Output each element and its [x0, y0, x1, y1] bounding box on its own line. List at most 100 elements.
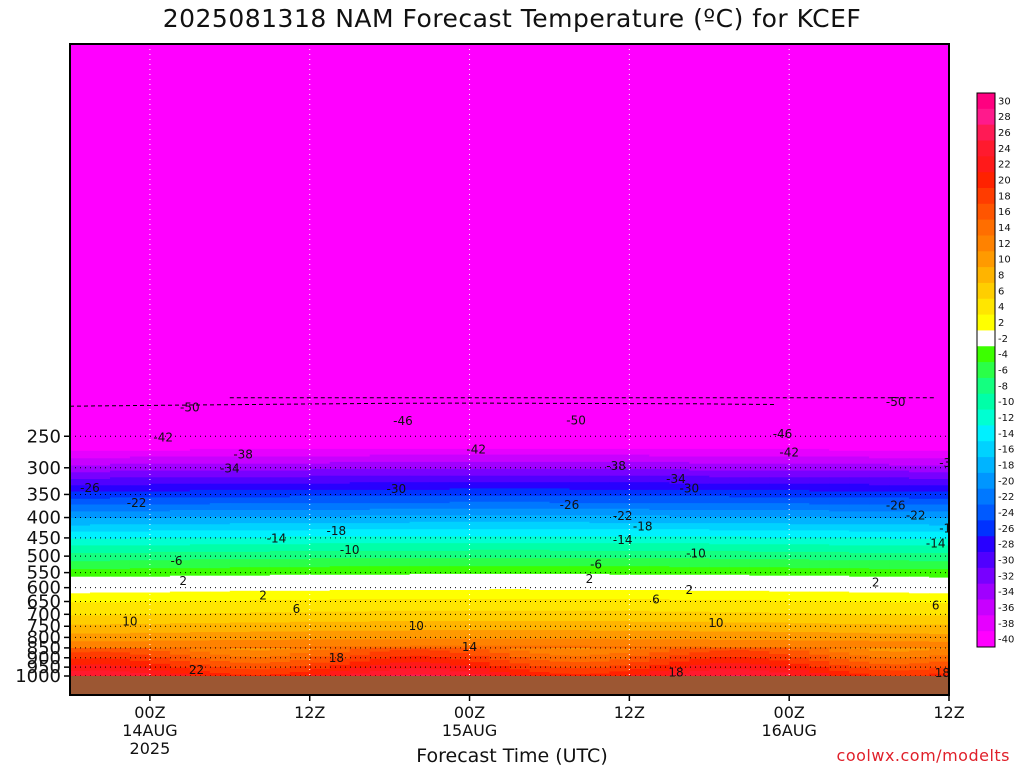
temperature-band-cell	[209, 520, 231, 523]
temperature-band-cell	[229, 557, 251, 559]
temperature-band-cell	[429, 516, 451, 519]
temperature-band-cell	[589, 505, 610, 508]
temperature-band-cell	[809, 474, 830, 477]
temperature-band-cell	[149, 483, 171, 486]
temperature-band-cell	[889, 468, 910, 472]
temperature-band-cell	[229, 460, 251, 463]
temperature-band-cell	[749, 521, 770, 524]
temperature-band-cell	[649, 441, 670, 444]
temperature-band-cell	[349, 485, 371, 488]
temperature-band-cell	[90, 421, 111, 425]
temperature-band-cell	[149, 551, 171, 554]
temperature-band-cell	[589, 507, 610, 510]
temperature-band-cell	[649, 456, 670, 459]
temperature-band-cell	[689, 441, 710, 444]
temperature-band-cell	[149, 452, 171, 456]
temperature-band-cell	[309, 445, 331, 448]
temperature-band-cell	[449, 402, 471, 406]
temperature-band-cell	[809, 562, 830, 564]
temperature-band-cell	[629, 426, 650, 430]
temperature-band-cell	[909, 448, 930, 452]
temperature-band-cell	[90, 548, 111, 551]
temperature-band-cell	[809, 501, 830, 504]
temperature-band-cell	[229, 445, 251, 448]
temperature-band-cell	[489, 530, 511, 533]
temperature-band-cell	[269, 424, 291, 427]
temperature-band-cell	[909, 475, 930, 478]
temperature-band-cell	[889, 500, 910, 503]
temperature-band-cell	[129, 524, 151, 527]
temperature-band-cell	[110, 544, 131, 546]
temperature-band-cell	[609, 514, 630, 516]
temperature-band-cell	[849, 566, 870, 568]
temperature-band-cell	[110, 432, 131, 436]
temperature-band-cell	[110, 557, 131, 559]
temperature-band-cell	[609, 508, 630, 511]
temperature-band-cell	[769, 450, 790, 454]
temperature-band-cell	[649, 511, 670, 514]
temperature-band-cell	[929, 479, 949, 482]
temperature-band-cell	[149, 441, 171, 444]
temperature-band-cell	[609, 501, 630, 504]
temperature-band-cell	[169, 514, 191, 516]
temperature-band-cell	[329, 437, 351, 440]
temperature-band-cell	[849, 532, 870, 535]
temperature-band-cell	[729, 463, 750, 467]
temperature-band-cell	[589, 557, 610, 559]
temperature-band-cell	[469, 486, 491, 489]
temperature-band-cell	[329, 463, 351, 467]
temperature-band-cell	[489, 432, 511, 436]
temperature-band-cell	[889, 467, 910, 470]
temperature-band-cell	[289, 535, 311, 537]
temperature-band-cell	[489, 555, 511, 557]
temperature-band-cell	[329, 448, 351, 452]
temperature-band-cell	[769, 568, 790, 570]
temperature-band-cell	[629, 468, 650, 472]
temperature-band-cell	[189, 521, 211, 524]
temperature-band-cell	[369, 468, 391, 472]
temperature-band-cell	[569, 521, 590, 524]
temperature-band-cell	[729, 550, 750, 553]
temperature-band-cell	[189, 561, 211, 563]
temperature-band-cell	[849, 530, 870, 533]
temperature-band-cell	[509, 532, 531, 535]
temperature-band-cell	[329, 426, 351, 430]
temperature-band-cell	[649, 548, 670, 551]
temperature-band-cell	[729, 497, 750, 500]
temperature-band-cell	[449, 547, 471, 550]
temperature-band-cell	[309, 567, 331, 569]
temperature-band-cell	[889, 530, 910, 533]
temperature-band-cell	[509, 467, 531, 470]
temperature-band-cell	[489, 475, 511, 478]
temperature-band-cell	[849, 428, 870, 432]
temperature-band-cell	[769, 510, 790, 512]
temperature-band-cell	[489, 414, 511, 418]
temperature-band-cell	[529, 528, 551, 530]
temperature-band-cell	[849, 523, 870, 525]
temperature-band-cell	[609, 543, 630, 545]
temperature-band-cell	[289, 483, 311, 486]
temperature-band-cell	[609, 532, 630, 535]
temperature-band-cell	[329, 485, 351, 488]
temperature-band-cell	[129, 419, 151, 423]
temperature-band-cell	[489, 460, 511, 463]
temperature-band-cell	[489, 456, 511, 459]
temperature-band-cell	[749, 551, 770, 554]
temperature-band-cell	[70, 529, 91, 531]
temperature-band-cell	[769, 528, 790, 530]
temperature-band-cell	[110, 523, 131, 525]
temperature-band-cell	[169, 525, 191, 528]
temperature-band-cell	[649, 460, 670, 463]
temperature-band-cell	[889, 424, 910, 427]
temperature-band-cell	[229, 410, 251, 414]
temperature-band-cell	[469, 488, 491, 491]
temperature-band-cell	[209, 553, 231, 555]
temperature-band-cell	[269, 535, 291, 537]
temperature-band-cell	[329, 564, 351, 566]
temperature-band-cell	[609, 437, 630, 440]
temperature-band-cell	[809, 550, 830, 553]
temperature-band-cell	[289, 539, 311, 542]
temperature-band-cell	[269, 508, 291, 511]
temperature-band-cell	[829, 414, 850, 418]
temperature-band-cell	[629, 560, 650, 562]
